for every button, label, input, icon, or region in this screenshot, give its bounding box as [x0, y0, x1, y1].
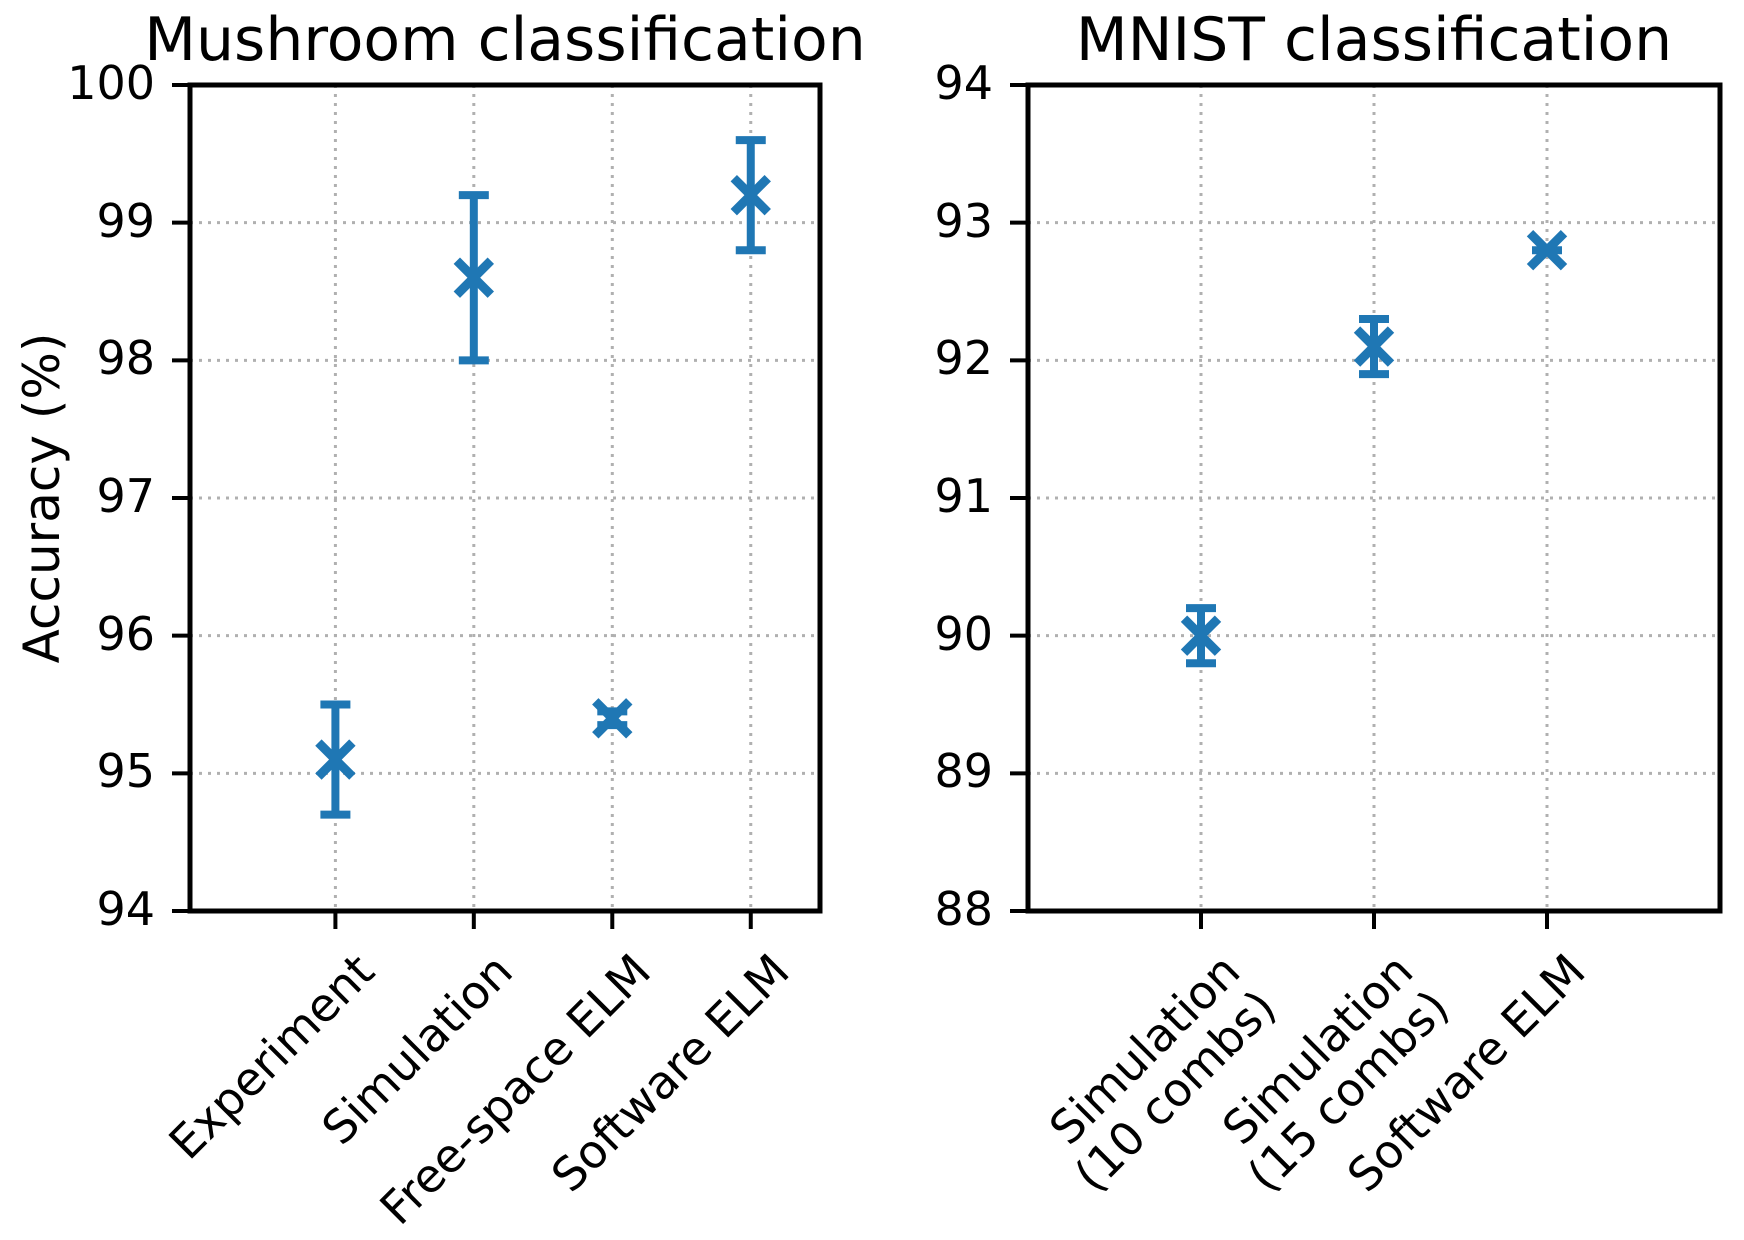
x-marker — [1353, 326, 1395, 367]
y-tick-label: 95 — [96, 744, 155, 799]
y-tick-label: 94 — [934, 55, 993, 110]
y-tick-label: 100 — [67, 55, 155, 110]
x-marker — [453, 257, 494, 298]
y-tick-label: 99 — [96, 193, 155, 248]
axes-box — [187, 82, 823, 914]
y-tick-label: 97 — [96, 468, 155, 523]
x-marker — [1526, 230, 1568, 271]
plot-title-mnist: MNIST classification — [1075, 5, 1673, 75]
x-marker — [730, 174, 771, 216]
x-marker — [1180, 615, 1222, 656]
y-tick-label: 89 — [934, 744, 993, 799]
y-tick-label: 91 — [934, 468, 993, 523]
y-tick-label: 90 — [934, 606, 993, 661]
y-tick-label: 94 — [96, 881, 155, 936]
y-tick-label: 88 — [934, 881, 993, 936]
y-tick-label: 96 — [96, 606, 155, 661]
x-marker — [592, 698, 633, 739]
y-tick-label: 98 — [96, 331, 155, 386]
axes-box — [1025, 82, 1723, 914]
y-tick-label: 92 — [934, 331, 993, 386]
y-tick-label: 93 — [934, 193, 993, 248]
plot-title-mushroom: Mushroom classification — [144, 5, 866, 75]
x-marker — [315, 739, 356, 780]
